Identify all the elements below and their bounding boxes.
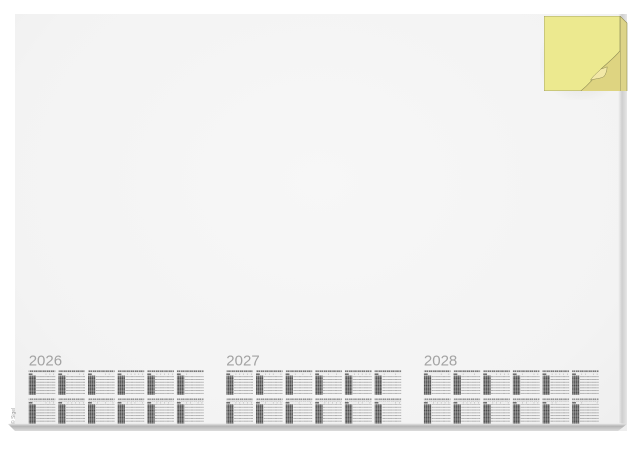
svg-text:2027: 2027 <box>226 353 259 370</box>
svg-text:2028: 2028 <box>424 353 457 370</box>
svg-text:2026: 2026 <box>29 353 62 370</box>
